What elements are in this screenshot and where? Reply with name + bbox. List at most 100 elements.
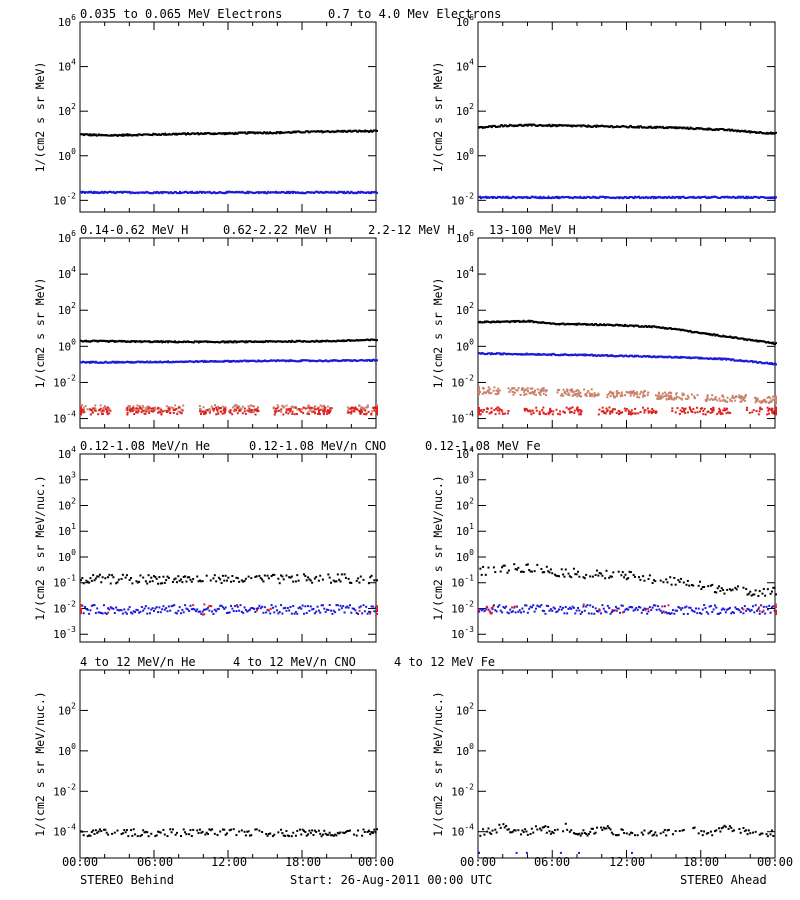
data-point bbox=[115, 606, 118, 609]
data-point bbox=[373, 406, 376, 409]
data-point bbox=[744, 399, 747, 402]
data-point bbox=[629, 394, 632, 397]
series-0-14-0-62-mev-h bbox=[80, 338, 378, 344]
data-point bbox=[350, 406, 353, 409]
data-point bbox=[91, 192, 94, 195]
data-point bbox=[565, 406, 568, 409]
data-point bbox=[593, 612, 596, 615]
data-point bbox=[205, 574, 208, 577]
data-point bbox=[222, 340, 225, 343]
data-point bbox=[331, 407, 334, 410]
data-point bbox=[165, 579, 168, 582]
data-point bbox=[376, 412, 378, 415]
data-point bbox=[751, 360, 754, 363]
data-point bbox=[627, 409, 630, 412]
data-point bbox=[770, 590, 773, 593]
data-point bbox=[178, 192, 181, 195]
data-point bbox=[250, 607, 253, 610]
data-point bbox=[98, 828, 101, 831]
data-point bbox=[734, 399, 737, 402]
data-point bbox=[731, 611, 734, 614]
data-point bbox=[582, 603, 585, 606]
data-point bbox=[371, 359, 374, 362]
data-point bbox=[520, 611, 523, 614]
data-point bbox=[200, 410, 203, 413]
data-point bbox=[608, 606, 611, 609]
data-point bbox=[175, 612, 178, 615]
data-point bbox=[642, 609, 645, 612]
data-point bbox=[240, 579, 243, 582]
data-point bbox=[330, 609, 333, 612]
data-point bbox=[730, 589, 733, 592]
data-point bbox=[682, 195, 685, 198]
data-point bbox=[502, 564, 505, 567]
data-point bbox=[702, 409, 705, 412]
y-tick-label: 102 bbox=[58, 701, 76, 717]
data-point bbox=[749, 590, 752, 593]
data-point bbox=[343, 190, 346, 193]
data-point bbox=[348, 411, 351, 414]
data-point bbox=[580, 410, 583, 413]
data-point bbox=[701, 586, 704, 589]
data-point bbox=[624, 409, 627, 412]
data-point bbox=[235, 604, 238, 607]
data-point bbox=[280, 408, 283, 411]
data-point bbox=[328, 409, 331, 412]
data-point bbox=[620, 411, 623, 414]
data-point bbox=[552, 606, 555, 609]
data-point bbox=[273, 611, 276, 614]
data-point bbox=[313, 411, 316, 414]
data-point bbox=[697, 607, 700, 610]
data-point bbox=[498, 352, 501, 355]
data-point bbox=[708, 605, 711, 608]
data-point bbox=[737, 396, 740, 399]
y-tick-label: 104 bbox=[58, 58, 76, 74]
data-point bbox=[231, 607, 234, 610]
data-point bbox=[712, 608, 715, 611]
data-point bbox=[349, 407, 352, 410]
data-point bbox=[775, 402, 777, 405]
data-point bbox=[528, 320, 531, 323]
data-point bbox=[487, 566, 490, 569]
data-point bbox=[234, 404, 237, 407]
data-point bbox=[140, 411, 143, 414]
data-point bbox=[209, 829, 212, 832]
data-point bbox=[490, 607, 493, 610]
data-point bbox=[358, 609, 361, 612]
data-point bbox=[146, 831, 149, 834]
data-point bbox=[125, 134, 128, 137]
data-point bbox=[651, 606, 654, 609]
data-point bbox=[721, 399, 724, 402]
data-point bbox=[257, 406, 260, 409]
data-point bbox=[496, 389, 499, 392]
data-point bbox=[562, 394, 565, 397]
data-point bbox=[248, 608, 251, 611]
data-point bbox=[365, 605, 368, 608]
data-point bbox=[636, 125, 639, 128]
data-point bbox=[215, 580, 218, 583]
data-point bbox=[532, 393, 535, 396]
data-point bbox=[126, 409, 129, 412]
data-point bbox=[684, 606, 687, 609]
data-point bbox=[296, 612, 299, 615]
data-point bbox=[497, 406, 500, 409]
data-point bbox=[623, 407, 626, 410]
data-point bbox=[232, 406, 235, 409]
data-point bbox=[281, 404, 284, 407]
data-point bbox=[525, 604, 528, 607]
data-point bbox=[113, 831, 116, 834]
data-point bbox=[179, 406, 182, 409]
data-point bbox=[80, 608, 82, 611]
data-point bbox=[322, 404, 325, 407]
data-point bbox=[491, 608, 494, 611]
data-point bbox=[98, 611, 101, 614]
data-point bbox=[598, 608, 601, 611]
data-point bbox=[487, 608, 490, 611]
data-point bbox=[483, 408, 486, 411]
data-point bbox=[525, 388, 528, 391]
data-point bbox=[605, 407, 608, 410]
data-point bbox=[219, 407, 222, 410]
data-point bbox=[491, 197, 494, 200]
data-point bbox=[728, 128, 731, 131]
data-point bbox=[611, 609, 614, 612]
